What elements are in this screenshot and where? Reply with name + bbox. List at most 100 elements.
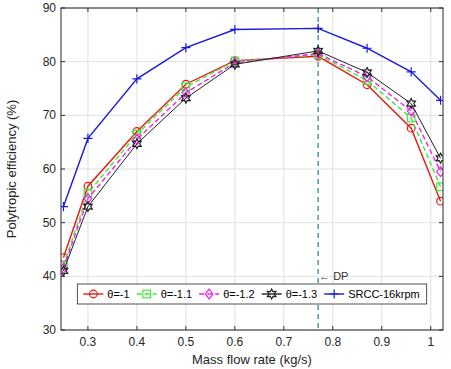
tick-label: 0.4: [129, 335, 146, 349]
tick: [381, 8, 382, 12]
tick: [439, 222, 443, 223]
tick: [61, 169, 65, 170]
legend-marker: [205, 289, 213, 299]
grid-line: [61, 222, 443, 223]
marker: [83, 134, 92, 143]
grid-line: [185, 8, 186, 330]
tick: [87, 326, 88, 330]
legend-item: θ=-1.1: [137, 288, 193, 300]
tick: [439, 61, 443, 62]
tick: [234, 8, 235, 12]
tick-label: 0.9: [373, 335, 390, 349]
series: [61, 46, 443, 276]
tick-label: 0.6: [227, 335, 244, 349]
tick: [136, 8, 137, 12]
y-axis-label: Polytropic efficiency (%): [4, 100, 19, 238]
marker: [132, 74, 141, 83]
plot-frame: [61, 8, 443, 330]
legend-swatch: [262, 293, 282, 294]
grid-line: [61, 276, 443, 277]
marker: [84, 202, 93, 212]
tick-label: 40: [43, 269, 57, 283]
legend-item: θ=-1.3: [262, 288, 318, 300]
tick: [283, 326, 284, 330]
tick: [332, 8, 333, 12]
tick-label: 60: [43, 162, 57, 176]
marker: [231, 59, 240, 69]
grid-line: [87, 8, 88, 330]
tick: [430, 8, 431, 12]
marker: [61, 266, 68, 276]
series: [61, 51, 443, 270]
tick: [430, 326, 431, 330]
marker: [436, 96, 443, 105]
tick: [185, 326, 186, 330]
tick-label: 50: [43, 216, 57, 230]
legend-marker: [143, 290, 151, 298]
series: [61, 49, 443, 274]
legend-label: θ=-1.2: [223, 288, 255, 300]
legend-swatch: [83, 293, 103, 294]
marker: [133, 139, 142, 149]
tick-label: 0.7: [275, 335, 292, 349]
marker: [61, 202, 68, 211]
tick: [136, 326, 137, 330]
marker: [407, 67, 416, 76]
tick: [439, 276, 443, 277]
marker: [436, 153, 443, 163]
series-line: [63, 54, 440, 269]
tick: [185, 8, 186, 12]
series-line: [63, 56, 440, 257]
marker: [437, 197, 443, 205]
marker: [314, 46, 323, 56]
tick: [61, 222, 65, 223]
tick: [283, 8, 284, 12]
marker: [182, 93, 191, 103]
tick: [61, 61, 65, 62]
tick-label: 90: [43, 1, 57, 15]
tick: [234, 326, 235, 330]
legend-marker: [90, 290, 98, 298]
legend-marker: [330, 289, 339, 298]
legend-box: [77, 284, 426, 304]
marker: [407, 99, 416, 109]
grid: [61, 8, 443, 330]
tick-label: 0.5: [178, 335, 195, 349]
tick-label: 1: [427, 335, 434, 349]
plot-area: [61, 8, 443, 330]
tick-label: 30: [43, 323, 57, 337]
legend: θ=-1 θ=-1.1 θ=-1.2 θ=-1.3 SRCC-16krpm: [77, 284, 426, 304]
annotation: ← DP: [319, 270, 348, 282]
grid-line: [61, 169, 443, 170]
legend-item: θ=-1: [83, 288, 129, 300]
legend-label: θ=-1.3: [286, 288, 318, 300]
marker: [230, 25, 239, 34]
tick: [439, 115, 443, 116]
x-axis-label: Mass flow rate (kg/s): [192, 352, 312, 367]
grid-line: [136, 8, 137, 330]
grid-line: [61, 115, 443, 116]
tick-label: 80: [43, 55, 57, 69]
legend-label: θ=-1.1: [161, 288, 193, 300]
marker: [182, 80, 190, 88]
legend-item: θ=-1.2: [199, 288, 255, 300]
background: [0, 0, 451, 369]
marker: [181, 43, 190, 52]
tick: [61, 115, 65, 116]
legend-marker: [267, 289, 276, 299]
legend-label: SRCC-16krpm: [348, 288, 420, 300]
marker: [437, 167, 443, 177]
series: [61, 24, 443, 211]
tick: [332, 326, 333, 330]
marker: [363, 67, 372, 77]
chart: 304050607080900.30.40.50.60.70.80.91Mass…: [0, 0, 451, 369]
tick-label: 0.8: [324, 335, 341, 349]
marker: [363, 44, 372, 53]
grid-line: [430, 8, 431, 330]
tick-label: 70: [43, 108, 57, 122]
legend-swatch: [199, 293, 219, 294]
marker: [437, 183, 443, 191]
legend-label: θ=-1: [107, 288, 129, 300]
legend-swatch: [137, 293, 157, 294]
marker: [314, 24, 323, 33]
